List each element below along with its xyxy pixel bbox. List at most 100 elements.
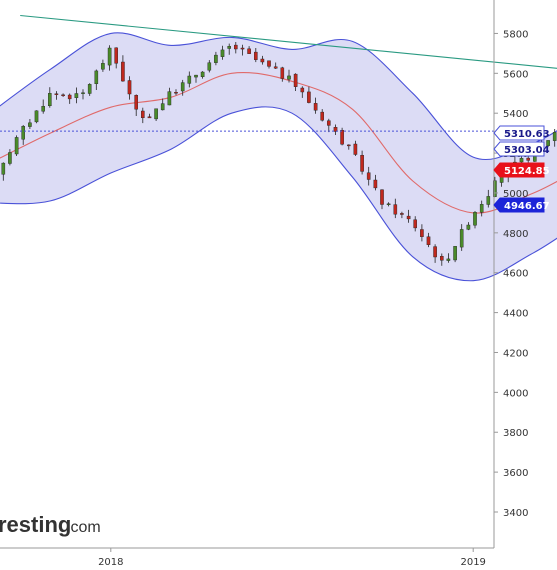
candle-body — [479, 204, 484, 213]
y-tick-label: 3800 — [503, 428, 528, 439]
candle-body — [107, 47, 112, 66]
candle-body — [207, 62, 212, 71]
y-tick-label: 5600 — [503, 69, 528, 80]
bollinger-band-fill — [0, 32, 557, 281]
candle-body — [134, 94, 139, 110]
price-label: 5310.63 — [493, 125, 550, 141]
candle-body — [307, 91, 311, 103]
candle-body — [101, 63, 105, 70]
candle-body — [287, 75, 291, 80]
candle-body — [14, 137, 19, 155]
price-label: 4946.67 — [493, 197, 550, 213]
candle-body — [214, 54, 218, 63]
candle-body — [61, 94, 65, 97]
candle-body — [499, 177, 504, 183]
candle-body — [420, 229, 424, 237]
price-label-value: 5303.04 — [504, 145, 550, 156]
candle-body — [174, 91, 178, 94]
logo-suffix-text: .com — [66, 519, 101, 536]
price-label-box — [493, 197, 545, 213]
candle-body — [360, 154, 364, 172]
candle-body — [147, 116, 152, 119]
logo: resting .com — [0, 512, 101, 537]
candle-body — [433, 246, 437, 258]
candle-body — [67, 94, 72, 100]
candle-body — [393, 204, 398, 215]
candle-body — [280, 67, 285, 79]
candle-body — [160, 103, 165, 111]
candle-body — [413, 219, 418, 229]
y-tick-label: 5400 — [503, 109, 528, 120]
candle-body — [260, 58, 265, 63]
trend-line — [20, 14, 557, 69]
candle-body — [552, 132, 557, 141]
candle-body — [34, 110, 39, 123]
x-tick-label: 2018 — [98, 557, 123, 568]
candle-body — [28, 122, 32, 127]
candle-body — [366, 172, 371, 180]
candle-body — [41, 106, 45, 112]
y-tick-label: 4600 — [503, 269, 528, 280]
candle-body — [466, 224, 471, 230]
candle-body — [253, 51, 258, 60]
y-tick-label: 4400 — [503, 309, 528, 320]
candle-body — [340, 129, 344, 145]
candle-body — [21, 126, 26, 140]
y-tick-label: 5000 — [503, 189, 528, 200]
candle-body — [327, 120, 331, 126]
candle-body — [127, 80, 132, 95]
candle-body — [1, 162, 6, 175]
candle-body — [293, 73, 298, 87]
candle-body — [333, 126, 338, 132]
price-label: 5303.04 — [493, 141, 550, 157]
candle-body — [194, 74, 198, 78]
y-tick-label: 5800 — [503, 29, 528, 40]
candle-body — [426, 236, 431, 245]
candle-body — [200, 71, 205, 78]
candle-body — [240, 47, 245, 50]
logo-text: resting — [0, 512, 71, 537]
candle-body — [247, 48, 251, 54]
price-label-box — [493, 125, 545, 141]
price-label-box — [493, 162, 545, 178]
candle-body — [519, 158, 524, 163]
candle-body — [227, 46, 232, 49]
candle-body — [493, 180, 497, 197]
candle-body — [400, 213, 404, 215]
candle-body — [546, 140, 550, 146]
candle-body — [373, 179, 378, 189]
price-label-box — [493, 141, 545, 157]
bollinger-upper-line — [0, 32, 557, 161]
candle-body — [347, 144, 351, 147]
candle-body — [87, 84, 92, 94]
price-labels-layer: 5310.63 5303.04 5124.85 4946.67 — [493, 125, 550, 213]
candle-body — [180, 82, 185, 92]
candle-body — [473, 212, 477, 226]
candle-body — [440, 256, 444, 261]
candle-body — [48, 93, 52, 107]
candle-body — [526, 157, 530, 161]
candle-body — [406, 215, 411, 220]
y-tick-label: 3600 — [503, 468, 528, 479]
candle-body — [167, 91, 172, 106]
price-label-value: 5310.63 — [504, 129, 550, 140]
candle-body — [154, 108, 158, 120]
price-label: 5124.85 — [493, 162, 550, 178]
candle-body — [81, 92, 85, 94]
candle-body — [300, 87, 305, 93]
y-tick-label: 4200 — [503, 348, 528, 359]
candle-body — [54, 93, 59, 95]
candle-body — [74, 93, 79, 99]
moving-average-line — [0, 72, 557, 214]
candle-body — [386, 203, 391, 206]
candle-body — [140, 110, 145, 119]
candle-body — [8, 152, 12, 164]
y-tick-label: 4800 — [503, 229, 528, 240]
candle-body — [320, 111, 325, 121]
moving-average-layer — [0, 72, 557, 214]
price-label-value: 4946.67 — [504, 201, 550, 212]
trend-lines-layer — [0, 14, 557, 132]
candle-body — [94, 70, 99, 85]
x-tick-label: 2019 — [460, 557, 485, 568]
